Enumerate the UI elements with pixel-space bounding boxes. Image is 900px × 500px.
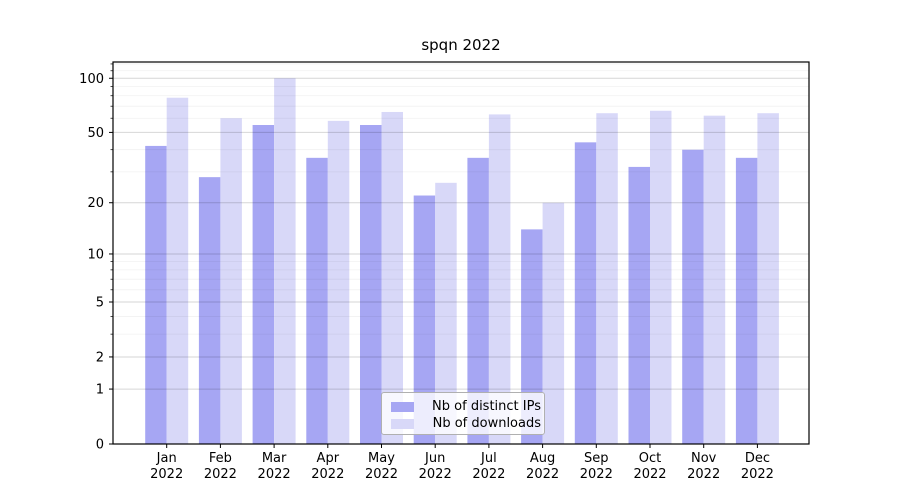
bar-distinct-ips-oct [628,166,650,444]
y-tick-label: 1 [96,383,104,398]
x-tick-label-month: Feb [209,451,232,466]
bar-downloads-aug [542,202,565,444]
bar-distinct-ips-nov [682,149,704,444]
bar-distinct-ips-apr [306,157,328,444]
y-tick-label: 10 [87,248,104,263]
y-tick-label: 100 [79,72,104,87]
bar-distinct-ips-mar [252,125,275,444]
bar-distinct-ips-dec [735,157,758,444]
x-tick-label-year: 2022 [258,467,291,482]
legend-swatch-downloads [391,418,414,429]
bar-distinct-ips-sep [574,142,597,444]
bar-downloads-feb [220,118,242,444]
bar-distinct-ips-jun [413,195,436,444]
bar-downloads-may [381,111,403,444]
bar-downloads-dec [757,113,779,444]
x-tick-label-year: 2022 [419,467,452,482]
bar-downloads-jun [435,182,457,444]
legend-label-downloads: Nb of downloads [432,416,541,431]
x-tick-label-month: Dec [745,451,770,466]
x-tick-label-year: 2022 [687,467,720,482]
x-tick-label-month: Apr [317,451,340,466]
x-tick-label-month: Sep [584,451,609,466]
legend: Nb of distinct IPs Nb of downloads [381,392,545,435]
x-tick-label-month: Aug [530,451,555,466]
y-tick-label: 5 [96,296,104,311]
x-tick-label-year: 2022 [580,467,613,482]
x-tick-label-year: 2022 [526,467,559,482]
y-tick-label: 2 [96,350,104,365]
bar-downloads-nov [703,115,726,444]
x-tick-label-month: Jul [480,451,497,466]
x-tick-label-month: May [368,451,395,466]
y-tick-label: 20 [87,196,104,211]
y-tick-label: 50 [87,126,104,141]
bar-downloads-jul [488,114,511,444]
y-tick-label: 0 [96,438,104,453]
bar-downloads-jan [166,97,189,444]
x-tick-label-year: 2022 [311,467,344,482]
legend-swatch-distinct-ips [391,401,414,412]
x-tick-label-month: Nov [691,451,717,466]
bar-downloads-mar [274,78,296,444]
bar-downloads-oct [650,110,672,444]
x-tick-label-month: Mar [262,451,287,466]
x-tick-label-year: 2022 [204,467,237,482]
x-tick-label-year: 2022 [633,467,666,482]
legend-label-distinct-ips: Nb of distinct IPs [432,399,541,414]
x-tick-label-year: 2022 [741,467,774,482]
x-tick-label-year: 2022 [365,467,398,482]
x-tick-label-month: Oct [639,451,661,466]
bar-distinct-ips-aug [521,229,543,444]
legend-item-distinct-ips: Nb of distinct IPs [391,398,544,415]
chart-title: spqn 2022 [421,36,501,54]
bar-distinct-ips-jul [467,157,489,444]
legend-item-downloads: Nb of downloads [391,415,544,432]
x-tick-label-year: 2022 [472,467,505,482]
bar-distinct-ips-may [360,125,382,444]
x-tick-label-year: 2022 [150,467,183,482]
bar-distinct-ips-feb [198,177,221,444]
bar-downloads-sep [596,113,618,444]
x-tick-label-month: Jan [156,451,177,466]
bar-downloads-apr [327,120,350,445]
plot-border [112,61,810,445]
bar-distinct-ips-jan [145,145,167,444]
x-tick-label-month: Jun [424,451,445,466]
